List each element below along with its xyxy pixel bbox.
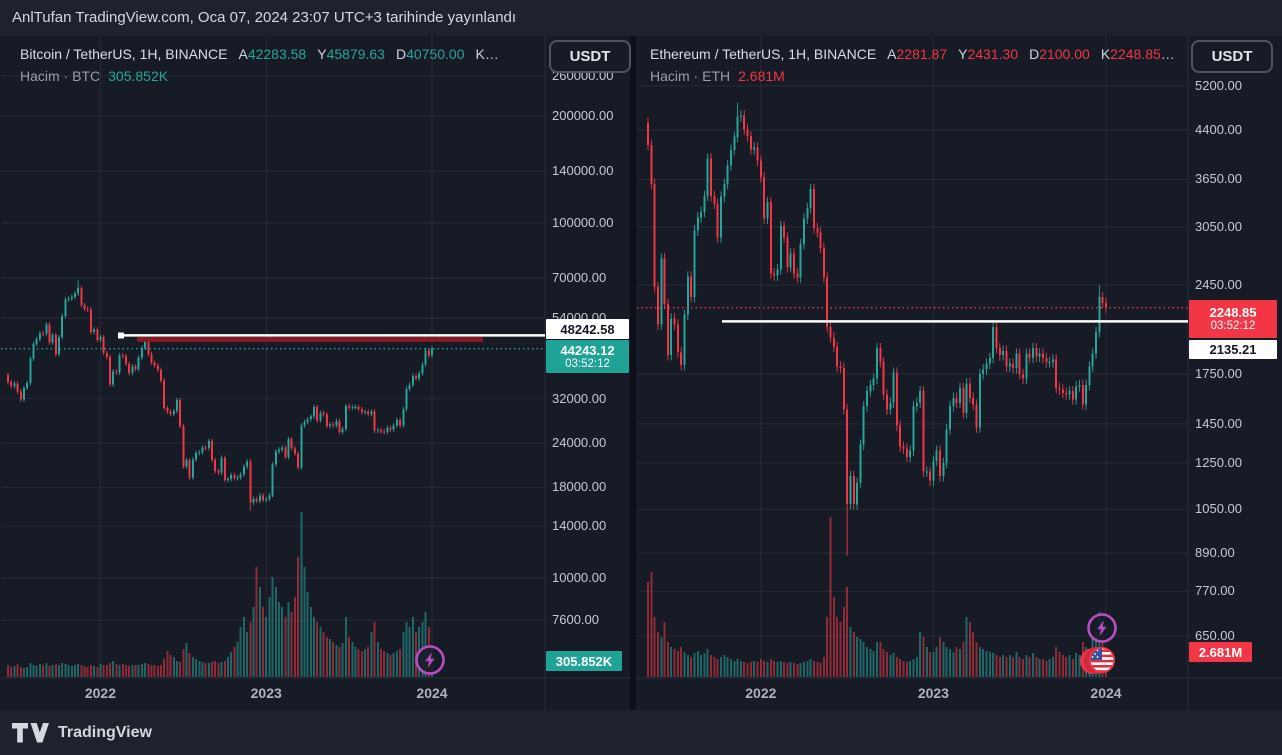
eth-legend-row1: Ethereum / TetherUS, 1H, BINANCE A2281.8…	[650, 46, 1175, 62]
eth-countdown: 03:52:12	[1210, 320, 1256, 332]
published-text: AnlTufan TradingView.com, Oca 07, 2024 2…	[12, 9, 517, 26]
btc-volume-value: 305.852K	[108, 68, 169, 84]
btc-currency-button[interactable]: USDT	[549, 40, 631, 73]
btc-legend-row1: Bitcoin / TetherUS, 1H, BINANCE A42283.5…	[20, 46, 499, 62]
eth-volume-badge: 2.681M	[1189, 642, 1252, 662]
btc-last-price-label: 44243.12 03:52:12	[546, 340, 629, 373]
tradingview-brand[interactable]: TradingView	[58, 723, 152, 741]
eth-chart-pane[interactable]	[636, 36, 1188, 678]
eth-time-scale[interactable]	[636, 678, 1282, 710]
eth-low-value: D2100.00	[1029, 46, 1090, 62]
header-bar: AnlTufan TradingView.com, Oca 07, 2024 2…	[0, 0, 1282, 36]
btc-low-value: D40750.00	[395, 46, 465, 62]
eth-line-price-label: 2135.21	[1189, 340, 1277, 359]
eth-last-price-label: 2248.85 03:52:12	[1189, 300, 1277, 338]
btc-countdown: 03:52:12	[565, 357, 610, 370]
btc-line-price-label: 48242.58	[546, 319, 629, 339]
eth-legend[interactable]: Ethereum / TetherUS, 1H, BINANCE A2281.8…	[650, 46, 1175, 84]
footer-bar: TradingView	[0, 710, 1282, 755]
btc-close-value: K…	[475, 46, 499, 62]
eth-symbol-title[interactable]: Ethereum / TetherUS, 1H, BINANCE	[650, 46, 877, 62]
us-flag-icon[interactable]	[1080, 644, 1120, 682]
tradingview-logo-icon[interactable]	[11, 722, 49, 744]
btc-legend[interactable]: Bitcoin / TetherUS, 1H, BINANCE A42283.5…	[20, 46, 499, 84]
btc-open-value: A42283.58	[238, 46, 307, 62]
btc-symbol-title[interactable]: Bitcoin / TetherUS, 1H, BINANCE	[20, 46, 228, 62]
btc-volume-label: Hacim · BTC	[20, 68, 101, 84]
btc-time-scale[interactable]	[0, 678, 630, 710]
btc-lightning-icon[interactable]	[412, 642, 448, 683]
btc-high-value: Y45879.63	[317, 46, 385, 62]
btc-volume-row[interactable]: Hacim · BTC 305.852K	[20, 68, 499, 84]
eth-close-value: K2248.85…	[1100, 46, 1175, 62]
eth-volume-label: Hacim · ETH	[650, 68, 731, 84]
eth-currency-button[interactable]: USDT	[1191, 40, 1273, 73]
eth-high-value: Y2431.30	[958, 46, 1019, 62]
eth-panel	[636, 36, 1282, 710]
btc-chart-pane[interactable]	[0, 36, 545, 678]
btc-volume-badge: 305.852K	[546, 651, 622, 671]
btc-panel	[0, 36, 630, 710]
eth-open-value: A2281.87	[887, 46, 948, 62]
eth-volume-row[interactable]: Hacim · ETH 2.681M	[650, 68, 1175, 84]
eth-volume-value: 2.681M	[738, 68, 785, 84]
